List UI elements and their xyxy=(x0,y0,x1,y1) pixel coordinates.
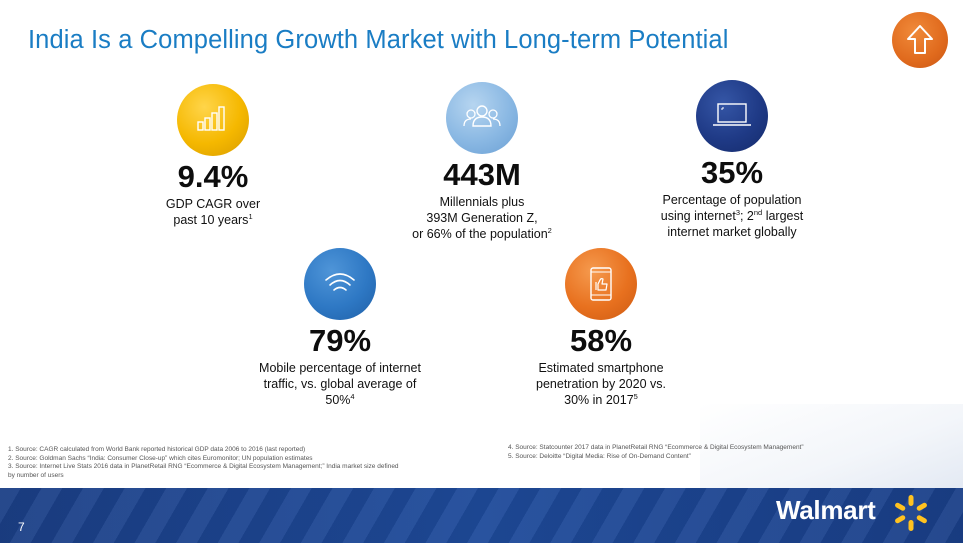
laptop-icon xyxy=(696,80,768,152)
growth-badge xyxy=(892,12,948,68)
stat-description: Percentage of population using internet3… xyxy=(660,193,804,239)
stat-description: Mobile percentage of internet traffic, v… xyxy=(259,361,421,407)
stat-value: 58% xyxy=(569,323,633,358)
walmart-spark-icon xyxy=(895,495,927,531)
stat-value: 79% xyxy=(308,323,372,358)
people-icon xyxy=(446,82,518,154)
up-arrow-icon xyxy=(907,25,933,54)
slide-title: India Is a Compelling Growth Market with… xyxy=(28,26,729,54)
stat-mobile-traffic: 79% Mobile percentage of internet traffi… xyxy=(244,248,436,408)
footnotes-right: 4. Source: Statcounter 2017 data in Plan… xyxy=(508,444,804,460)
stat-internet: 35% Percentage of population using inter… xyxy=(642,80,822,240)
stat-value: 35% xyxy=(700,155,764,190)
stat-description: GDP CAGR over past 10 years1 xyxy=(165,197,261,227)
footnotes-left: 1. Source: CAGR calculated from World Ba… xyxy=(8,446,399,479)
stat-description: Millennials plus 393M Generation Z, or 6… xyxy=(412,195,552,241)
stat-value: 443M xyxy=(443,157,521,192)
footer-bar xyxy=(0,488,963,543)
decorative-band xyxy=(700,404,963,488)
stat-millennials: 443M Millennials plus 393M Generation Z,… xyxy=(392,82,572,242)
bar-chart-icon xyxy=(177,84,249,156)
walmart-logo: Walmart xyxy=(776,495,876,525)
page-number: 7 xyxy=(18,520,25,534)
wifi-icon xyxy=(304,248,376,320)
stat-gdp: 9.4% GDP CAGR over past 10 years1 xyxy=(133,84,293,228)
stat-smartphone: 58% Estimated smartphone penetration by … xyxy=(511,248,691,408)
stat-value: 9.4% xyxy=(177,159,249,194)
stat-description: Estimated smartphone penetration by 2020… xyxy=(536,361,666,407)
smartphone-thumbs-up-icon xyxy=(565,248,637,320)
